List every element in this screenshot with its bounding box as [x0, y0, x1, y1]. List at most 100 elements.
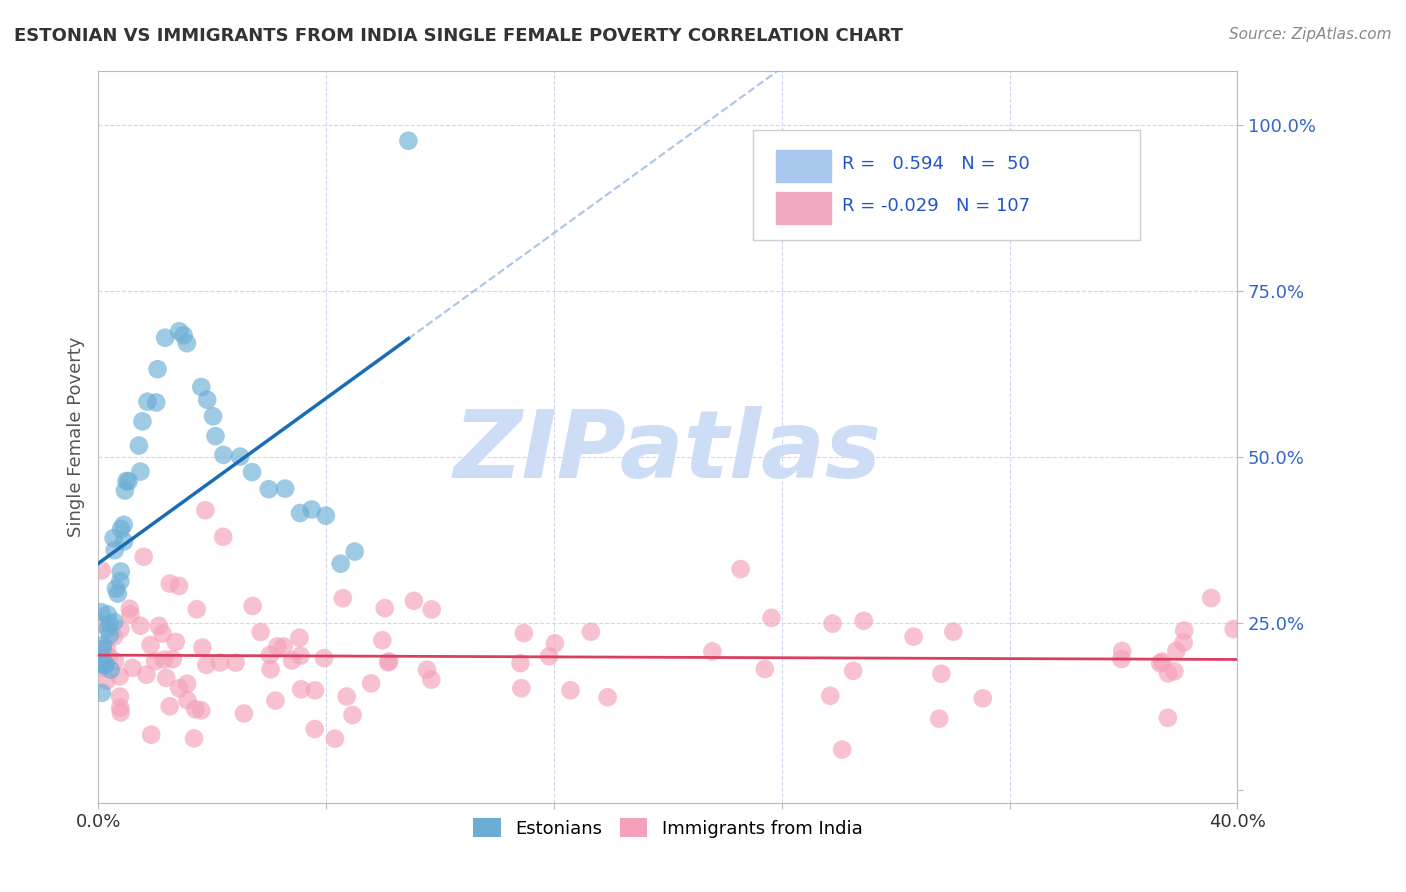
Point: [94, 658, 117, 673]
Point: [91, 638, 114, 652]
Point: [264, 693, 287, 707]
Point: [332, 591, 354, 606]
Point: [110, 706, 132, 720]
Point: [167, 681, 190, 696]
Point: [420, 673, 443, 687]
Point: [259, 648, 281, 662]
Point: [301, 502, 323, 516]
Point: [90, 661, 112, 675]
Point: [184, 702, 207, 716]
Point: [112, 517, 135, 532]
Point: [153, 331, 176, 345]
Point: [212, 530, 235, 544]
Point: [212, 448, 235, 462]
Point: [1111, 644, 1133, 658]
Point: [148, 619, 170, 633]
Point: [129, 618, 152, 632]
Point: [538, 649, 561, 664]
Text: ZIPatlas: ZIPatlas: [454, 406, 882, 498]
Point: [304, 722, 326, 736]
Point: [420, 602, 443, 616]
Point: [343, 544, 366, 558]
Point: [416, 663, 439, 677]
Point: [94, 657, 117, 672]
Point: [90, 643, 112, 657]
Point: [821, 616, 844, 631]
Point: [1157, 711, 1180, 725]
Point: [104, 582, 127, 596]
Point: [128, 439, 150, 453]
Point: [1222, 622, 1244, 636]
Point: [225, 656, 247, 670]
Point: [942, 624, 965, 639]
Point: [202, 409, 225, 424]
Point: [162, 652, 184, 666]
FancyBboxPatch shape: [776, 192, 831, 224]
Point: [176, 676, 198, 690]
Point: [820, 689, 842, 703]
Point: [91, 658, 114, 673]
Point: [90, 686, 112, 700]
Point: [90, 605, 112, 619]
Point: [131, 414, 153, 428]
Point: [165, 635, 187, 649]
Point: [195, 657, 218, 672]
Point: [329, 557, 352, 571]
Point: [96, 673, 118, 688]
Point: [141, 728, 163, 742]
Point: [208, 656, 231, 670]
Point: [931, 666, 953, 681]
Point: [204, 429, 226, 443]
Point: [91, 642, 114, 657]
Point: [852, 614, 875, 628]
Point: [169, 324, 191, 338]
Point: [560, 683, 582, 698]
Point: [831, 742, 853, 756]
Point: [579, 624, 602, 639]
Point: [118, 601, 141, 615]
Point: [273, 640, 295, 654]
Point: [1111, 652, 1133, 666]
Text: R = -0.029   N = 107: R = -0.029 N = 107: [842, 196, 1031, 215]
Point: [108, 669, 131, 683]
Point: [1173, 624, 1195, 638]
Point: [378, 655, 401, 669]
Point: [159, 699, 181, 714]
Point: [136, 394, 159, 409]
Point: [342, 708, 364, 723]
Point: [290, 682, 312, 697]
Point: [90, 563, 112, 577]
Point: [371, 633, 394, 648]
Point: [97, 607, 120, 622]
Point: [100, 663, 122, 677]
Point: [104, 543, 127, 558]
Point: [266, 640, 288, 654]
Point: [259, 662, 281, 676]
Point: [110, 522, 132, 536]
Point: [194, 503, 217, 517]
Point: [155, 671, 177, 685]
Point: [117, 474, 139, 488]
Point: [229, 450, 252, 464]
Point: [730, 562, 752, 576]
Point: [114, 483, 136, 498]
Point: [374, 601, 396, 615]
Point: [152, 626, 174, 640]
Point: [754, 662, 776, 676]
Point: [176, 693, 198, 707]
Text: R =   0.594   N =  50: R = 0.594 N = 50: [842, 155, 1029, 173]
Point: [98, 616, 121, 631]
Point: [110, 565, 132, 579]
Point: [360, 676, 382, 690]
Point: [167, 579, 190, 593]
Point: [195, 392, 218, 407]
Point: [1152, 655, 1174, 669]
Point: [143, 654, 166, 668]
Point: [240, 465, 263, 479]
Point: [97, 649, 120, 664]
Point: [290, 648, 312, 663]
Point: [304, 683, 326, 698]
Point: [104, 654, 127, 668]
Point: [1173, 635, 1195, 649]
Point: [110, 574, 132, 588]
